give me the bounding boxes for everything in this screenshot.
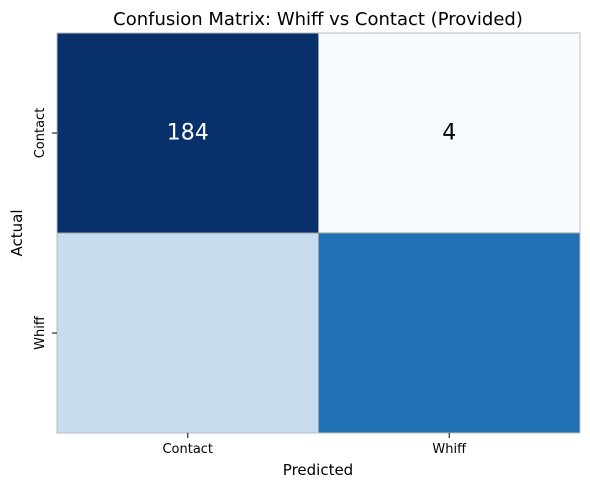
y-tick-label: Contact [33, 108, 48, 159]
heatmap-cell-contact-contact [56, 32, 319, 234]
x-tick-label: Contact [162, 442, 213, 457]
heatmap-cell-contact-whiff [318, 32, 581, 234]
y-axis-label: Actual [8, 210, 26, 257]
cell-value-label: 4 [442, 121, 456, 146]
plot-frame [56, 32, 581, 434]
x-axis-label: Predicted [283, 461, 353, 479]
chart-title: Confusion Matrix: Whiff vs Contact (Prov… [113, 9, 523, 30]
cell-value-label: 184 [167, 121, 209, 146]
x-tick-label: Whiff [432, 442, 467, 457]
heatmap-cell-whiff-contact [56, 232, 319, 434]
heatmap-cells: 184 4 [56, 32, 581, 434]
x-axis-ticks: Contact Whiff [162, 433, 467, 457]
heatmap-cell-whiff-whiff [318, 232, 581, 434]
y-axis-ticks: Contact Whiff [33, 108, 57, 350]
y-tick-label: Whiff [33, 315, 48, 350]
